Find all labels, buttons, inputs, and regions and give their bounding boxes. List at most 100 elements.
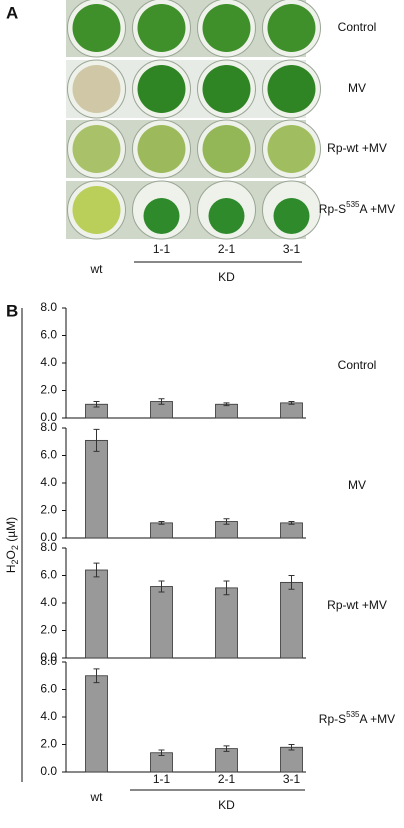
y-tick-label: 2.0: [40, 623, 57, 637]
y-tick-label: 6.0: [40, 568, 57, 582]
well-leaf: [72, 186, 121, 234]
y-tick-label: 4.0: [40, 355, 57, 369]
well-leaf: [137, 4, 186, 52]
error-bar: [158, 580, 165, 593]
y-tick-label: 4.0: [40, 475, 57, 489]
well-leaf: [208, 198, 245, 234]
y-tick-label: 8.0: [40, 420, 57, 434]
bar: [215, 403, 238, 419]
x-tick-label: 1-1: [153, 242, 171, 256]
bar: [280, 522, 303, 539]
y-tick-label: 0.0: [40, 650, 57, 664]
bar: [215, 748, 238, 773]
error-bar: [288, 575, 295, 590]
label-part: Rp-S: [319, 202, 346, 216]
x-tick-label: 3-1: [283, 242, 301, 256]
group-label: KD: [218, 270, 235, 284]
label-part: O: [4, 550, 18, 559]
y-tick-label: 6.0: [40, 448, 57, 462]
well-leaf: [267, 4, 316, 52]
error-bar: [158, 398, 165, 405]
y-tick-label: 8.0: [40, 300, 57, 314]
condition-label: Rp-S535A +MV: [319, 710, 395, 726]
bar: [85, 569, 108, 659]
error-bar: [223, 580, 230, 596]
x-tick-label: 3-1: [283, 772, 301, 786]
condition-label: MV: [348, 478, 366, 492]
label-part: A +MV: [360, 712, 396, 726]
error-bar: [223, 745, 230, 752]
error-bar: [158, 521, 165, 525]
panel-label: B: [6, 301, 18, 320]
label-part: H: [4, 564, 18, 573]
x-tick-label: 2-1: [218, 242, 236, 256]
x-tick-label: wt: [90, 262, 104, 276]
bar: [280, 746, 303, 773]
condition-label: Rp-S535A +MV: [319, 200, 395, 216]
well-leaf: [202, 125, 251, 173]
well-leaf: [137, 65, 186, 113]
x-tick-label: wt: [90, 790, 104, 804]
error-bar: [223, 518, 230, 525]
label-part: 535: [346, 200, 360, 209]
label-part: (µM): [4, 517, 18, 545]
well-leaf: [143, 198, 180, 234]
well-leaf: [267, 125, 316, 173]
y-tick-label: 8.0: [40, 654, 57, 668]
label-part: Rp-S: [319, 712, 346, 726]
label-part: 535: [346, 710, 360, 719]
group-label: KD: [218, 798, 235, 812]
label-part: MV: [348, 81, 366, 95]
bar: [150, 522, 173, 539]
label-part: 2: [10, 545, 20, 550]
condition-label: Rp-wt +MV: [327, 598, 387, 612]
y-tick-label: 2.0: [40, 503, 57, 517]
well-leaf: [202, 65, 251, 113]
error-bar: [158, 749, 165, 756]
error-bar: [288, 521, 295, 525]
error-bar: [223, 402, 230, 407]
label-part: Rp-wt +MV: [327, 598, 387, 612]
label-part: 2: [10, 559, 20, 564]
y-tick-label: 6.0: [40, 328, 57, 342]
bar: [85, 439, 108, 539]
y-tick-label: 2.0: [40, 383, 57, 397]
well-leaf: [72, 65, 121, 113]
condition-label: Control: [338, 20, 377, 34]
bar: [215, 587, 238, 659]
y-tick-label: 0.0: [40, 530, 57, 544]
y-tick-label: 6.0: [40, 682, 57, 696]
error-bar: [288, 744, 295, 751]
condition-label: Control: [338, 358, 377, 372]
y-tick-label: 4.0: [40, 709, 57, 723]
label-part: Control: [338, 20, 377, 34]
label-part: Control: [338, 358, 377, 372]
bar: [85, 675, 108, 773]
well-leaf: [137, 125, 186, 173]
well-leaf: [72, 125, 121, 173]
y-tick-label: 0.0: [40, 764, 57, 778]
y-tick-label: 8.0: [40, 540, 57, 554]
label-part: A +MV: [360, 202, 396, 216]
error-bar: [93, 562, 100, 578]
well-leaf: [267, 65, 316, 113]
well-leaf: [202, 4, 251, 52]
x-tick-label: 1-1: [153, 772, 171, 786]
error-bar: [288, 401, 295, 405]
error-bar: [93, 428, 100, 452]
label-part: MV: [348, 478, 366, 492]
well-leaf: [72, 4, 121, 52]
x-tick-label: 2-1: [218, 772, 236, 786]
label-part: Rp-wt +MV: [327, 141, 387, 155]
bar: [150, 586, 173, 659]
panel-label: A: [6, 3, 18, 22]
y-tick-label: 2.0: [40, 737, 57, 751]
condition-label: Rp-wt +MV: [327, 141, 387, 155]
y-tick-label: 0.0: [40, 410, 57, 424]
error-bar: [93, 668, 100, 684]
error-bar: [93, 401, 100, 408]
y-tick-label: 4.0: [40, 595, 57, 609]
bar: [280, 581, 303, 659]
